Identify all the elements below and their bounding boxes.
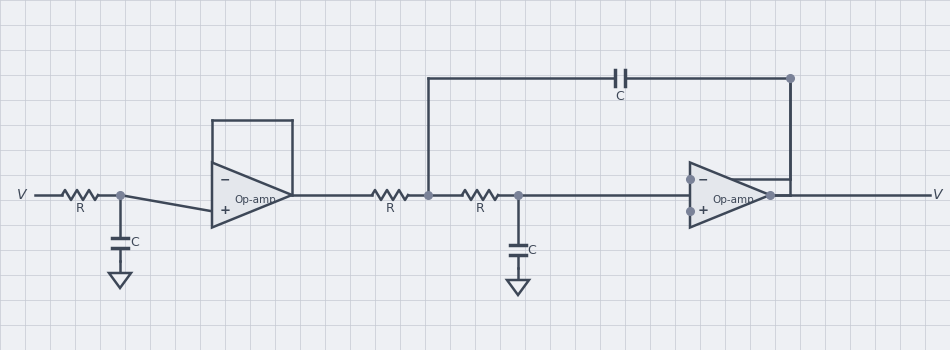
Polygon shape: [109, 273, 131, 288]
Text: C: C: [616, 90, 624, 103]
Text: C: C: [527, 244, 537, 257]
Polygon shape: [507, 280, 529, 295]
Text: Op-amp: Op-amp: [712, 195, 754, 205]
Text: Op-amp: Op-amp: [234, 195, 276, 205]
Text: R: R: [76, 203, 85, 216]
Text: +: +: [219, 204, 231, 217]
Text: −: −: [219, 173, 230, 186]
Text: R: R: [476, 203, 484, 216]
Text: −: −: [697, 173, 709, 186]
Text: C: C: [130, 237, 140, 250]
Polygon shape: [212, 162, 292, 228]
Polygon shape: [690, 162, 770, 228]
Text: V: V: [933, 188, 942, 202]
Text: +: +: [697, 204, 709, 217]
Text: V: V: [17, 188, 27, 202]
Text: R: R: [386, 203, 394, 216]
